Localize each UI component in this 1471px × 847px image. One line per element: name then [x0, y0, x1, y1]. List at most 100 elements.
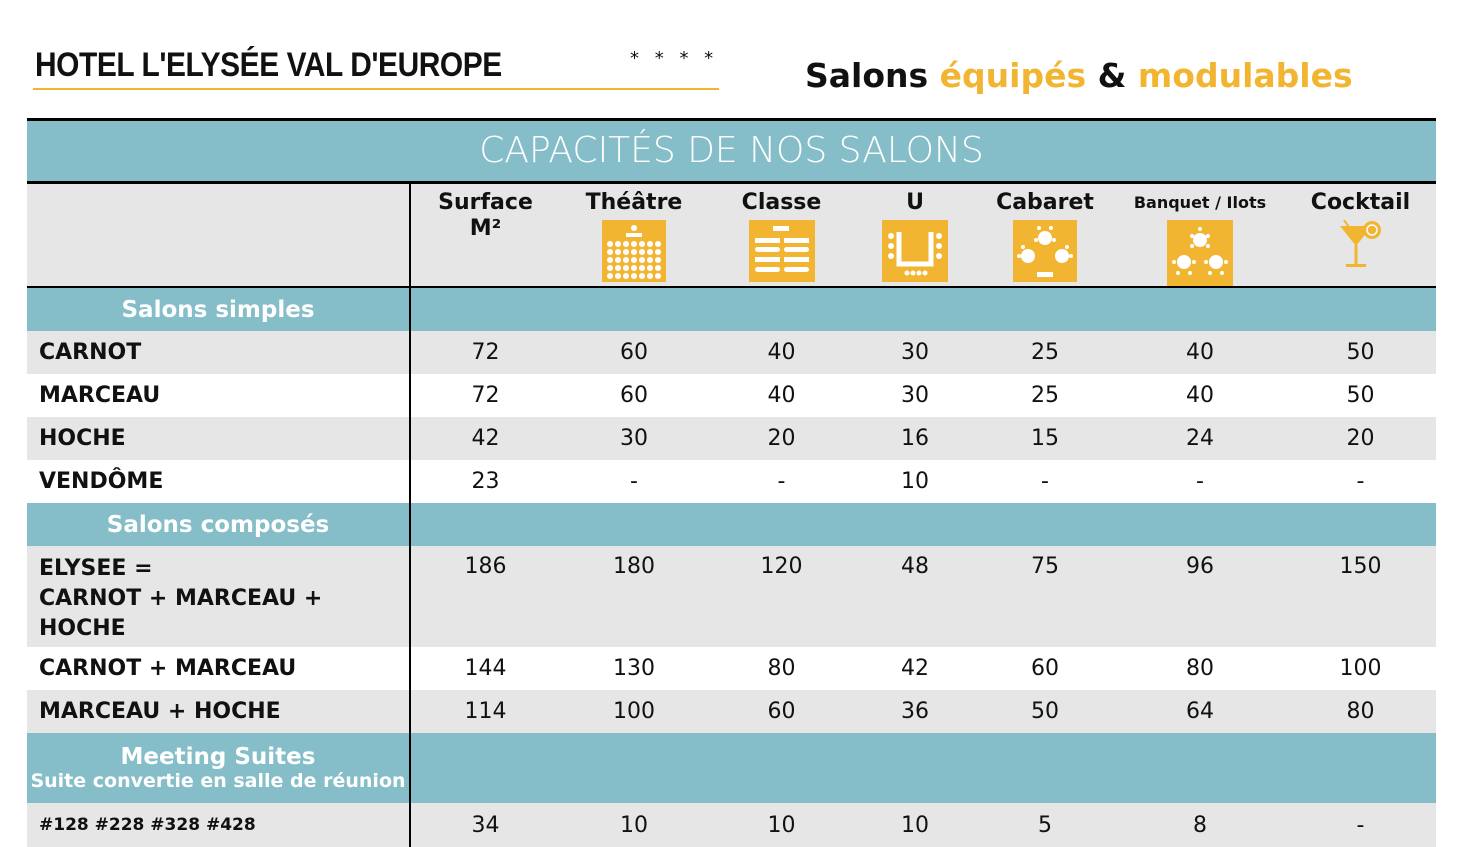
capacity-value: 60: [1031, 656, 1059, 681]
capacity-value: 36: [901, 699, 929, 724]
tagline-part: &: [1086, 56, 1138, 95]
capacity-value: 80: [767, 656, 796, 681]
room-name: MARCEAU: [39, 383, 161, 408]
room-name: MARCEAU + HOCHE: [39, 699, 281, 724]
table-row: VENDÔME 23 - - 10 - - -: [27, 460, 1436, 503]
empty-cell: [855, 288, 975, 331]
capacity-value: 20: [1346, 426, 1375, 451]
capacity-value: 60: [620, 340, 648, 365]
classroom-layout-icon: [748, 220, 815, 282]
empty-cell: [1285, 503, 1436, 546]
room-name-line: CARNOT + MARCEAU +: [39, 586, 323, 611]
empty-cell: [708, 288, 855, 331]
capacity-value: 23: [471, 469, 500, 494]
capacity-table: CAPACITÉS DE NOS SALONS Surface M² Théâtr…: [27, 118, 1436, 847]
capacity-value: -: [1041, 469, 1049, 494]
section-title-cell: Meeting Suites Suite convertie en salle d…: [27, 733, 411, 803]
empty-cell: [708, 503, 855, 546]
tagline-part: Salons: [805, 56, 940, 95]
empty-cell: [411, 503, 560, 546]
capacity-value: 15: [1031, 426, 1059, 451]
capacity-value: 144: [464, 656, 507, 681]
room-name: #128 #228 #328 #428: [39, 815, 256, 835]
table-row: ELYSEE = CARNOT + MARCEAU + HOCHE 186 180 120…: [27, 546, 1436, 647]
section-header: Meeting Suites Suite convertie en salle d…: [27, 733, 1436, 803]
capacity-value: 42: [901, 656, 929, 681]
empty-cell: [411, 733, 560, 803]
capacity-value: 40: [1186, 383, 1214, 408]
table-row: #128 #228 #328 #428 34 10 10 10 5 8 -: [27, 803, 1436, 847]
divider: [27, 118, 1436, 121]
capacity-value: 5: [1038, 812, 1052, 838]
u-shape-layout-icon: [882, 220, 948, 282]
room-cell: MARCEAU + HOCHE: [27, 690, 411, 733]
section-title: Meeting Suites: [120, 744, 316, 770]
empty-cell: [1285, 733, 1436, 803]
capacity-value: 50: [1346, 383, 1375, 408]
empty-cell: [855, 733, 975, 803]
empty-cell: [1115, 288, 1285, 331]
capacity-value: 50: [1346, 340, 1375, 365]
section-header: Salons simples: [27, 288, 1436, 331]
capacity-value: 10: [767, 812, 796, 838]
capacity-value: -: [630, 469, 638, 494]
section-title: Salons composés: [106, 511, 330, 538]
column-header: Surface M²: [411, 184, 560, 286]
empty-cell: [708, 733, 855, 803]
capacity-value: 40: [767, 383, 796, 408]
capacity-value: 80: [1346, 699, 1375, 724]
table-row: CARNOT + MARCEAU 144 130 80 42 60 80 100: [27, 647, 1436, 690]
capacity-value: 120: [760, 554, 803, 579]
capacity-value: 8: [1193, 812, 1207, 838]
capacity-value: 25: [1031, 383, 1059, 408]
column-header: U: [855, 184, 975, 286]
title-underline: [33, 88, 719, 90]
capacity-value: 186: [464, 554, 507, 579]
capacity-value: -: [777, 469, 786, 494]
capacity-value: 10: [901, 812, 929, 838]
cabaret-layout-icon: [1013, 220, 1077, 282]
room-name: HOCHE: [39, 426, 126, 451]
star-rating: * * * *: [630, 48, 719, 69]
capacity-value: 30: [901, 383, 929, 408]
table-row: HOCHE 42 30 20 16 15 24 20: [27, 417, 1436, 460]
room-cell: HOCHE: [27, 417, 411, 460]
capacity-value: 80: [1186, 656, 1214, 681]
room-name: CARNOT + MARCEAU: [39, 656, 297, 681]
room-cell: VENDÔME: [27, 460, 411, 503]
empty-cell: [1115, 503, 1285, 546]
empty-cell: [975, 733, 1115, 803]
capacity-value: 16: [901, 426, 929, 451]
column-header: Cocktail: [1285, 184, 1436, 286]
column-label: Surface: [438, 190, 533, 215]
capacity-value: 30: [901, 340, 929, 365]
tagline-part: modulables: [1137, 56, 1353, 95]
table-body: Salons simples CARNOT 72 60 40 30 25 40 50 MARCEA…: [27, 288, 1436, 847]
capacity-value: 150: [1339, 554, 1382, 579]
capacity-value: 64: [1186, 699, 1214, 724]
room-cell: #128 #228 #328 #428: [27, 803, 411, 847]
capacity-value: 10: [901, 469, 929, 494]
empty-cell: [560, 733, 708, 803]
capacity-value: 75: [1031, 554, 1059, 579]
capacity-value: 72: [471, 383, 500, 408]
empty-cell: [975, 288, 1115, 331]
column-header: Classe: [708, 184, 855, 286]
capacity-value: 42: [471, 426, 500, 451]
capacity-value: 34: [471, 812, 500, 838]
empty-cell: [975, 503, 1115, 546]
column-unit: M²: [469, 216, 502, 241]
banquet-layout-icon: [1167, 220, 1233, 286]
room-name: VENDÔME: [39, 469, 164, 494]
capacity-value: 10: [620, 812, 648, 838]
room-cell: MARCEAU: [27, 374, 411, 417]
capacity-value: 180: [613, 554, 655, 579]
table-title: CAPACITÉS DE NOS SALONS: [27, 121, 1436, 181]
column-label: Théâtre: [585, 190, 683, 215]
empty-cell: [560, 288, 708, 331]
room-cell: CARNOT: [27, 331, 411, 374]
column-label: Cabaret: [996, 190, 1094, 215]
column-label: Classe: [741, 190, 822, 215]
cocktail-glass-icon: [1339, 220, 1381, 267]
capacity-value: -: [1196, 469, 1204, 494]
